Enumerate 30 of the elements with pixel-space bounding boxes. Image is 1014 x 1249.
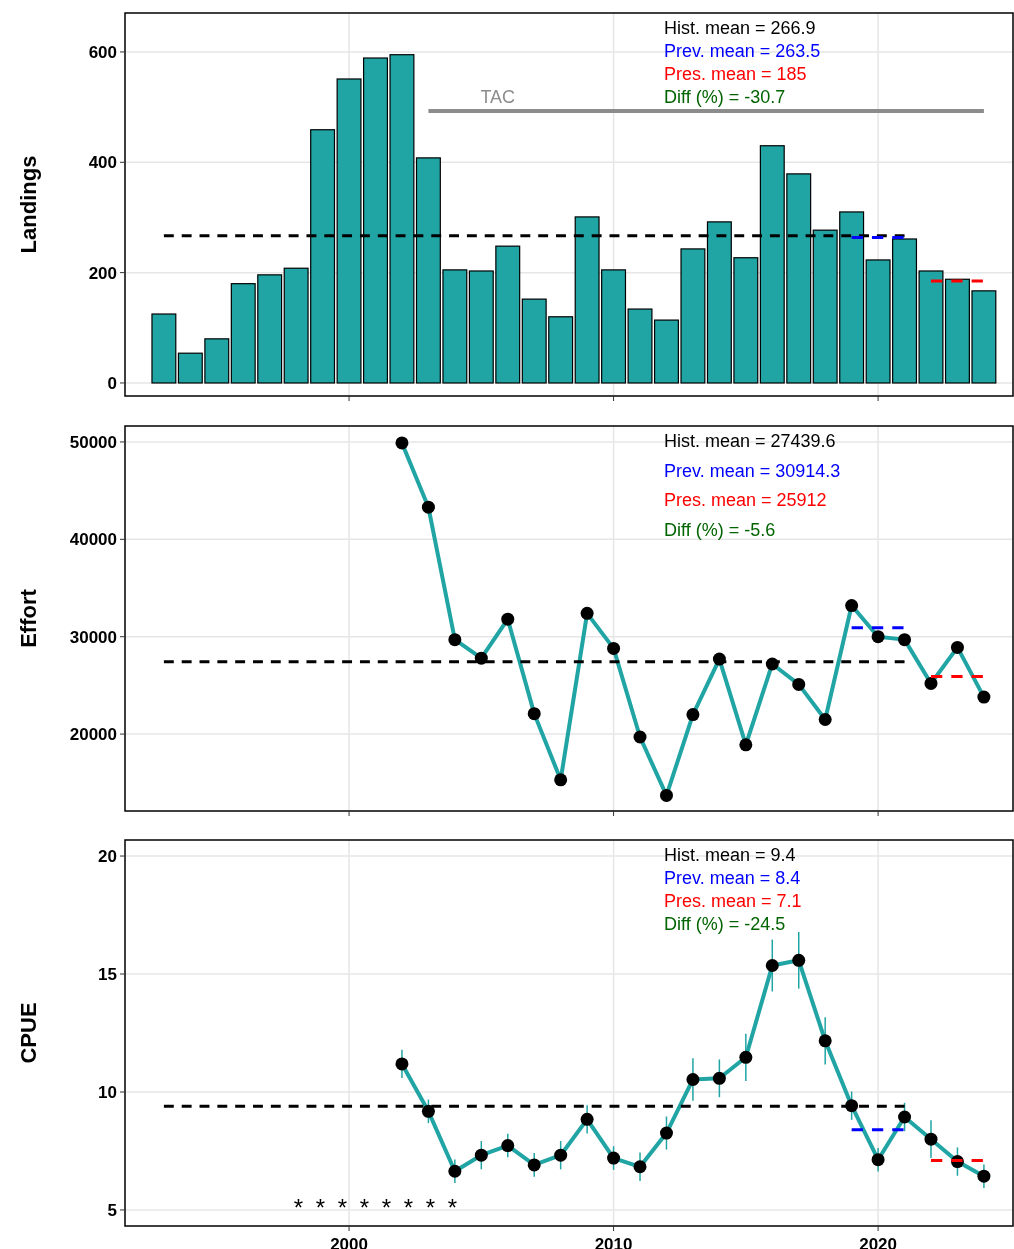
annotation: Diff (%) = -5.6 [664, 519, 776, 540]
y-tick-label: 30000 [69, 627, 117, 647]
y-tick-label: 50000 [69, 432, 117, 452]
y-tick-label: 40000 [69, 530, 117, 550]
y-tick-label: 400 [88, 153, 117, 173]
annotation: Hist. mean = 266.9 [664, 18, 816, 38]
y-tick-label: 20000 [69, 725, 117, 745]
y-axis-title: Effort [16, 588, 41, 648]
y-tick-label: 200 [88, 263, 117, 283]
annotation: Diff (%) = -30.7 [664, 87, 786, 107]
annotation: Prev. mean = 8.4 [664, 868, 801, 888]
y-tick-label: 10 [98, 1082, 117, 1102]
y-tick-label: 5 [107, 1200, 117, 1220]
annotation: Pres. mean = 7.1 [664, 891, 802, 911]
annotation: Prev. mean = 30914.3 [664, 460, 841, 481]
y-tick-label: 20 [98, 847, 117, 867]
annotation: Diff (%) = -24.5 [664, 914, 786, 934]
y-tick-label: 600 [88, 42, 117, 62]
y-tick-label: 0 [107, 373, 117, 393]
annotation: Pres. mean = 185 [664, 64, 807, 84]
annotation: Hist. mean = 27439.6 [664, 431, 836, 451]
series-label: TAC [480, 86, 516, 107]
annotation: * * * * * * * * [293, 1194, 461, 1221]
annotation: Hist. mean = 9.4 [664, 845, 796, 865]
y-axis-title: Landings [16, 155, 41, 254]
annotation: Pres. mean = 25912 [664, 490, 827, 510]
y-axis-title: CPUE [16, 1002, 41, 1064]
bar [151, 313, 177, 384]
y-tick-label: 15 [98, 965, 117, 985]
annotation: Prev. mean = 263.5 [664, 41, 821, 61]
